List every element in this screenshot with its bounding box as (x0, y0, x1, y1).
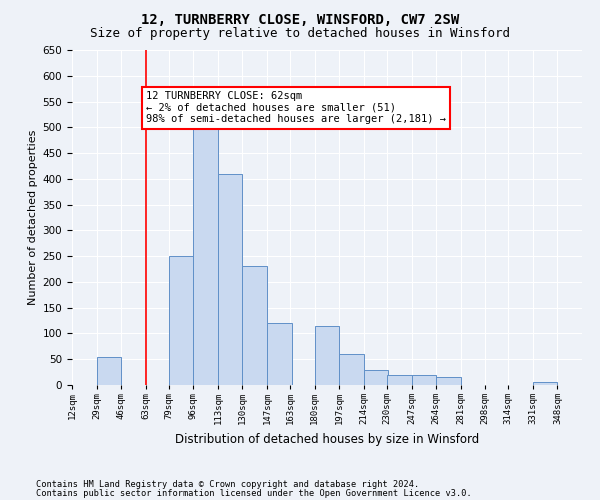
Bar (412, 374, 436, 385)
X-axis label: Distribution of detached houses by size in Winsford: Distribution of detached houses by size … (175, 432, 479, 446)
Text: Contains public sector information licensed under the Open Government Licence v3: Contains public sector information licen… (36, 488, 472, 498)
Bar (267, 323, 292, 385)
Bar (387, 374, 412, 385)
Bar (364, 370, 388, 385)
Bar (97, 356, 121, 385)
Bar (218, 174, 242, 385)
Bar (169, 256, 193, 385)
Bar (315, 326, 339, 385)
Bar (436, 378, 461, 385)
Bar (533, 382, 557, 385)
Text: Size of property relative to detached houses in Winsford: Size of property relative to detached ho… (90, 28, 510, 40)
Text: 12, TURNBERRY CLOSE, WINSFORD, CW7 2SW: 12, TURNBERRY CLOSE, WINSFORD, CW7 2SW (141, 12, 459, 26)
Text: 12 TURNBERRY CLOSE: 62sqm
← 2% of detached houses are smaller (51)
98% of semi-d: 12 TURNBERRY CLOSE: 62sqm ← 2% of detach… (146, 91, 446, 124)
Bar (193, 120, 218, 385)
Bar (339, 354, 364, 385)
Bar (242, 266, 267, 385)
Text: Contains HM Land Registry data © Crown copyright and database right 2024.: Contains HM Land Registry data © Crown c… (36, 480, 419, 489)
Y-axis label: Number of detached properties: Number of detached properties (28, 130, 38, 305)
